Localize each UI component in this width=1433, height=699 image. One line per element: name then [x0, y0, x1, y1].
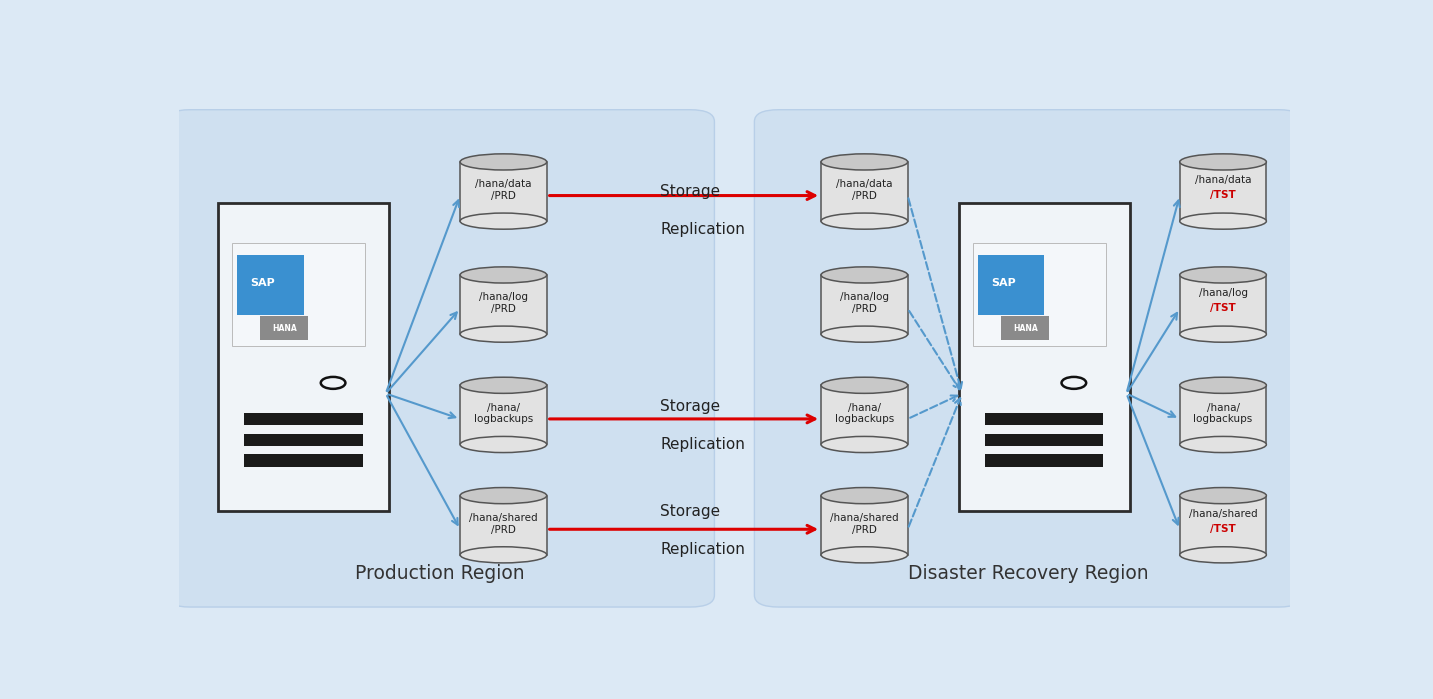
Text: /hana/log
/PRD: /hana/log /PRD: [479, 292, 527, 314]
Ellipse shape: [1179, 213, 1267, 229]
FancyBboxPatch shape: [1179, 162, 1267, 221]
Ellipse shape: [1179, 267, 1267, 283]
Ellipse shape: [460, 326, 547, 343]
Ellipse shape: [1179, 154, 1267, 170]
FancyBboxPatch shape: [261, 316, 308, 340]
Text: /hana/log: /hana/log: [1198, 289, 1248, 298]
FancyBboxPatch shape: [245, 433, 363, 446]
Ellipse shape: [821, 154, 907, 170]
Text: HANA: HANA: [1013, 324, 1037, 333]
Text: /TST: /TST: [1211, 524, 1235, 534]
Text: /hana/
logbackups: /hana/ logbackups: [835, 403, 894, 424]
Ellipse shape: [821, 213, 907, 229]
FancyBboxPatch shape: [821, 385, 907, 445]
Text: /TST: /TST: [1211, 303, 1235, 313]
Ellipse shape: [821, 267, 907, 283]
Ellipse shape: [460, 547, 547, 563]
Ellipse shape: [460, 213, 547, 229]
Ellipse shape: [821, 547, 907, 563]
FancyBboxPatch shape: [1179, 385, 1267, 445]
FancyBboxPatch shape: [984, 413, 1103, 425]
FancyBboxPatch shape: [1179, 496, 1267, 555]
Ellipse shape: [1179, 547, 1267, 563]
Text: /hana/data: /hana/data: [1195, 175, 1251, 185]
Text: /hana/shared
/PRD: /hana/shared /PRD: [830, 513, 898, 535]
Ellipse shape: [1179, 488, 1267, 504]
Ellipse shape: [460, 377, 547, 394]
Text: /hana/
logbackups: /hana/ logbackups: [1194, 403, 1252, 424]
FancyBboxPatch shape: [218, 203, 388, 511]
Text: Replication: Replication: [661, 437, 745, 452]
Text: /hana/shared: /hana/shared: [1189, 509, 1257, 519]
FancyBboxPatch shape: [1002, 316, 1049, 340]
Text: Replication: Replication: [661, 542, 745, 557]
Ellipse shape: [821, 436, 907, 452]
Text: /hana/log
/PRD: /hana/log /PRD: [840, 292, 888, 314]
FancyBboxPatch shape: [460, 162, 547, 221]
Text: Replication: Replication: [661, 222, 745, 237]
Ellipse shape: [1179, 326, 1267, 343]
FancyBboxPatch shape: [460, 275, 547, 334]
Text: Production Region: Production Region: [355, 564, 524, 584]
FancyBboxPatch shape: [821, 275, 907, 334]
Text: Storage: Storage: [661, 399, 721, 415]
Ellipse shape: [460, 436, 547, 452]
Ellipse shape: [821, 326, 907, 343]
Text: /hana/shared
/PRD: /hana/shared /PRD: [469, 513, 537, 535]
Ellipse shape: [460, 267, 547, 283]
FancyBboxPatch shape: [460, 385, 547, 445]
FancyBboxPatch shape: [232, 243, 365, 346]
FancyBboxPatch shape: [754, 110, 1303, 607]
Ellipse shape: [460, 154, 547, 170]
FancyBboxPatch shape: [973, 243, 1106, 346]
Ellipse shape: [821, 377, 907, 394]
FancyBboxPatch shape: [1179, 275, 1267, 334]
Text: SAP: SAP: [990, 278, 1016, 289]
FancyBboxPatch shape: [821, 162, 907, 221]
Text: Storage: Storage: [661, 504, 721, 519]
Text: /hana/data
/PRD: /hana/data /PRD: [835, 179, 893, 201]
FancyBboxPatch shape: [245, 454, 363, 466]
Text: /TST: /TST: [1211, 190, 1235, 201]
Text: /hana/
logbackups: /hana/ logbackups: [474, 403, 533, 424]
Ellipse shape: [1179, 377, 1267, 394]
Ellipse shape: [460, 488, 547, 504]
FancyBboxPatch shape: [984, 454, 1103, 466]
FancyBboxPatch shape: [821, 496, 907, 555]
Ellipse shape: [1179, 436, 1267, 452]
FancyBboxPatch shape: [984, 433, 1103, 446]
FancyBboxPatch shape: [460, 496, 547, 555]
FancyBboxPatch shape: [166, 110, 715, 607]
Ellipse shape: [821, 488, 907, 504]
Polygon shape: [236, 254, 304, 315]
FancyBboxPatch shape: [959, 203, 1129, 511]
Text: HANA: HANA: [272, 324, 297, 333]
Text: Storage: Storage: [661, 184, 721, 199]
Text: SAP: SAP: [249, 278, 275, 289]
Text: /hana/data
/PRD: /hana/data /PRD: [476, 179, 532, 201]
FancyBboxPatch shape: [245, 413, 363, 425]
Polygon shape: [977, 254, 1045, 315]
Text: Disaster Recovery Region: Disaster Recovery Region: [909, 564, 1149, 584]
